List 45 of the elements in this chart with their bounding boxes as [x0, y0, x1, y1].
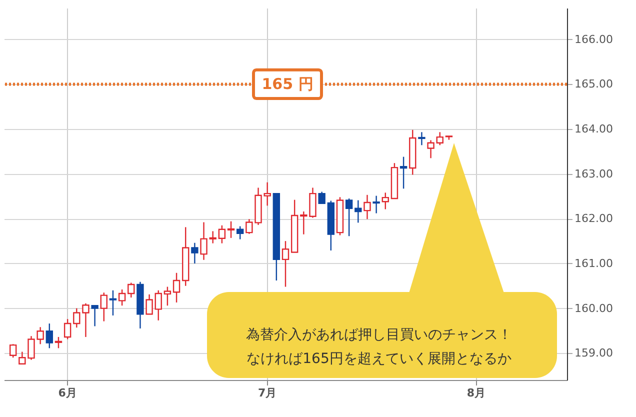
candlestick [118, 288, 126, 306]
candlestick [128, 282, 135, 298]
y-tick-label: 166.00 [574, 32, 613, 46]
y-tick-label: 159.00 [574, 346, 613, 360]
y-tick-label: 164.00 [574, 122, 613, 136]
candlestick [318, 191, 326, 204]
candlestick [91, 305, 98, 327]
x-tick-label: 7月 [258, 386, 277, 400]
candlestick [382, 192, 389, 210]
candlestick [200, 222, 208, 260]
candlestick [64, 318, 72, 340]
x-tick-label: 6月 [58, 386, 77, 400]
y-tick-label: 163.00 [574, 167, 613, 180]
candlestick [109, 290, 117, 316]
candlestick [345, 198, 353, 237]
candlestick [100, 292, 108, 322]
candlestick [164, 286, 172, 306]
candlestick [364, 194, 371, 220]
ref-line-label: 165 円 [262, 75, 314, 94]
candlestick [227, 220, 235, 239]
candlestick [427, 140, 434, 159]
candlestick [146, 294, 153, 315]
y-tick-label: 162.00 [574, 212, 613, 226]
candlestick [82, 302, 90, 338]
candlestick [46, 322, 54, 349]
candlestick [236, 226, 244, 240]
y-tick-label: 160.00 [574, 302, 613, 315]
candlestick [372, 195, 380, 214]
candlestick [73, 308, 80, 328]
y-tick-label: 161.00 [574, 256, 613, 270]
candlestick [54, 336, 62, 349]
annotation: 為替介入があれば押し目買いのチャンス！なければ165円を超えていく展開となるか [246, 327, 512, 367]
candlestick [209, 230, 216, 244]
candlestick [218, 224, 226, 244]
candlestick [191, 242, 198, 264]
candlestick [154, 290, 162, 321]
candlestick [9, 344, 17, 358]
candlestick [418, 132, 426, 146]
candlestick [354, 200, 362, 224]
y-tick-label: 165.00 [574, 78, 613, 91]
candlestick [282, 240, 290, 288]
x-tick-label: 8月 [466, 386, 486, 400]
candlestick [400, 156, 408, 190]
candlestick [172, 272, 180, 304]
candlestick [436, 132, 444, 146]
